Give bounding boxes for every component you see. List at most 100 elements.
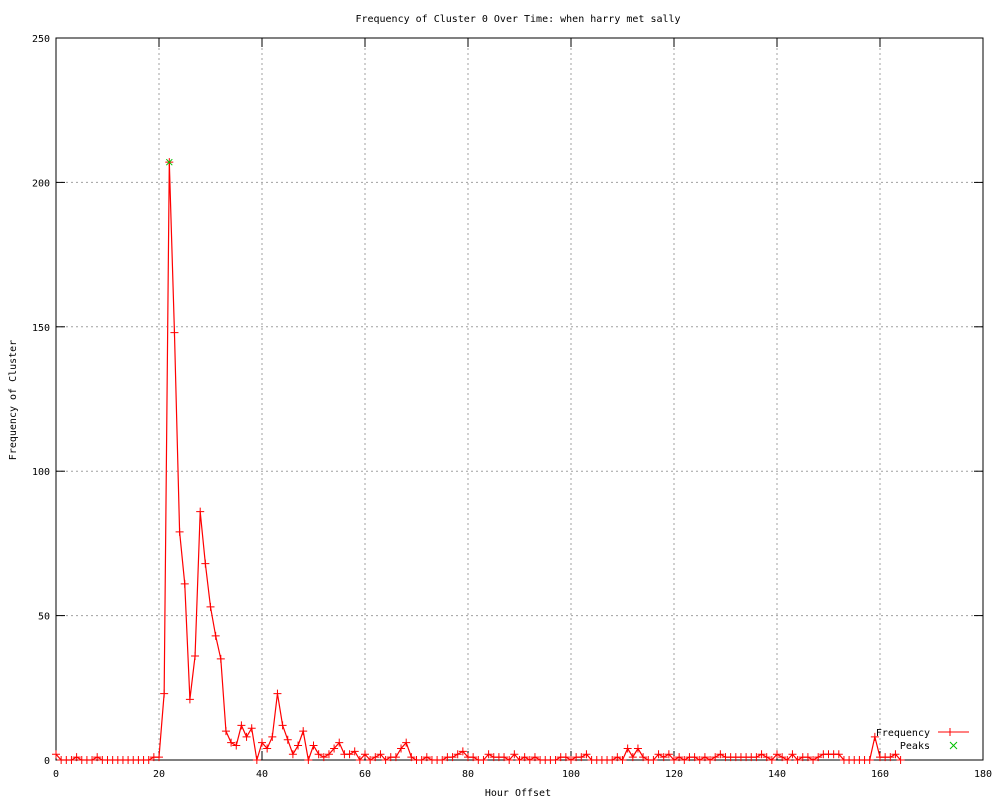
frequency-point	[237, 721, 246, 730]
x-tick-label: 180	[974, 769, 992, 780]
x-tick-label: 60	[359, 769, 371, 780]
y-axis-label: Frequency of Cluster	[8, 340, 19, 460]
frequency-point	[675, 753, 684, 762]
frequency-point	[355, 756, 364, 764]
frequency-point	[252, 756, 261, 764]
frequency-point	[896, 756, 905, 764]
y-tick-label: 150	[32, 323, 50, 334]
frequency-point	[273, 689, 282, 698]
frequency-point	[458, 747, 467, 756]
frequency-point	[886, 753, 895, 762]
legend-label-peaks: Peaks	[900, 741, 930, 752]
frequency-point	[376, 750, 385, 759]
legend-marker-peaks	[949, 741, 958, 750]
frequency-point	[520, 753, 529, 762]
frequency-point	[834, 750, 843, 759]
frequency-point	[72, 753, 81, 762]
frequency-point	[324, 750, 333, 759]
frequency-point	[664, 750, 673, 759]
frequency-line	[55, 162, 902, 763]
frequency-point	[391, 753, 400, 762]
frequency-point	[196, 507, 205, 516]
frequency-point	[505, 756, 514, 764]
frequency-point	[221, 727, 230, 736]
frequency-point	[263, 744, 272, 753]
frequency-point	[242, 732, 251, 741]
frequency-point	[144, 756, 153, 764]
x-tick-label: 140	[768, 769, 786, 780]
frequency-point	[345, 750, 354, 759]
axis-ticks: 0 20 40 60 80 100 120 140 160 180 0 50 100 150 200 250	[32, 34, 992, 780]
frequency-point	[175, 527, 184, 536]
x-tick-label: 120	[665, 769, 683, 780]
frequency-point	[258, 738, 266, 747]
grid	[56, 38, 983, 760]
frequency-point	[515, 756, 524, 764]
frequency-point	[93, 753, 102, 762]
x-tick-label: 20	[153, 769, 165, 780]
x-tick-label: 40	[256, 769, 268, 780]
frequency-point	[361, 750, 369, 759]
chart-title: Frequency of Cluster 0 Over Time: when h…	[355, 14, 680, 25]
peak-point	[165, 158, 173, 166]
frequency-point	[783, 756, 792, 764]
frequency-point	[484, 750, 493, 759]
frequency-point	[577, 753, 586, 762]
frequency-point	[865, 756, 874, 764]
frequency-point	[448, 753, 457, 762]
frequency-point	[757, 750, 766, 759]
frequency-point	[268, 732, 277, 741]
frequency-point	[227, 738, 236, 747]
frequency-point	[366, 756, 375, 764]
frequency-point	[773, 750, 781, 759]
frequency-point	[870, 732, 879, 741]
frequency-point	[479, 756, 488, 764]
frequency-point	[180, 579, 189, 588]
frequency-point	[752, 753, 761, 762]
frequency-point	[350, 747, 359, 756]
legend-label-frequency: Frequency	[876, 728, 930, 739]
frequency-point	[417, 756, 426, 764]
frequency-point	[561, 753, 570, 762]
frequency-point	[422, 753, 431, 762]
y-tick-label: 200	[32, 178, 50, 189]
y-tick-label: 250	[32, 34, 50, 45]
frequency-point	[700, 753, 709, 762]
frequency-point	[582, 750, 591, 759]
frequency-point	[160, 689, 169, 698]
frequency-point	[706, 756, 715, 764]
series-layer	[52, 158, 905, 764]
y-tick-label: 100	[32, 467, 50, 478]
frequency-point	[191, 652, 200, 661]
frequency-point	[639, 753, 648, 762]
frequency-point	[608, 756, 617, 764]
frequency-point	[88, 756, 97, 764]
legend-marker-frequency	[946, 728, 954, 736]
frequency-point	[381, 756, 390, 764]
frequency-point	[551, 756, 560, 764]
frequency-point	[809, 756, 818, 764]
frequency-point	[469, 753, 478, 762]
frequency-point	[762, 753, 771, 762]
frequency-point	[525, 756, 534, 764]
frequency-point	[319, 753, 328, 762]
frequency-point	[690, 753, 699, 762]
frequency-point	[891, 750, 900, 759]
frequency-point	[52, 750, 60, 759]
frequency-point	[623, 744, 632, 753]
y-tick-label: 0	[44, 756, 50, 767]
frequency-point	[206, 602, 215, 611]
frequency-point	[613, 753, 622, 762]
frequency-point	[453, 750, 462, 759]
frequency-point	[299, 727, 308, 736]
frequency-point	[185, 695, 194, 704]
frequency-point	[67, 756, 76, 764]
frequency-point	[695, 756, 704, 764]
frequency-point	[201, 559, 210, 568]
frequency-point	[788, 750, 797, 759]
frequency-point	[335, 738, 344, 747]
frequency-point	[633, 744, 642, 753]
frequency-point	[309, 741, 318, 750]
frequency-point	[618, 756, 627, 764]
